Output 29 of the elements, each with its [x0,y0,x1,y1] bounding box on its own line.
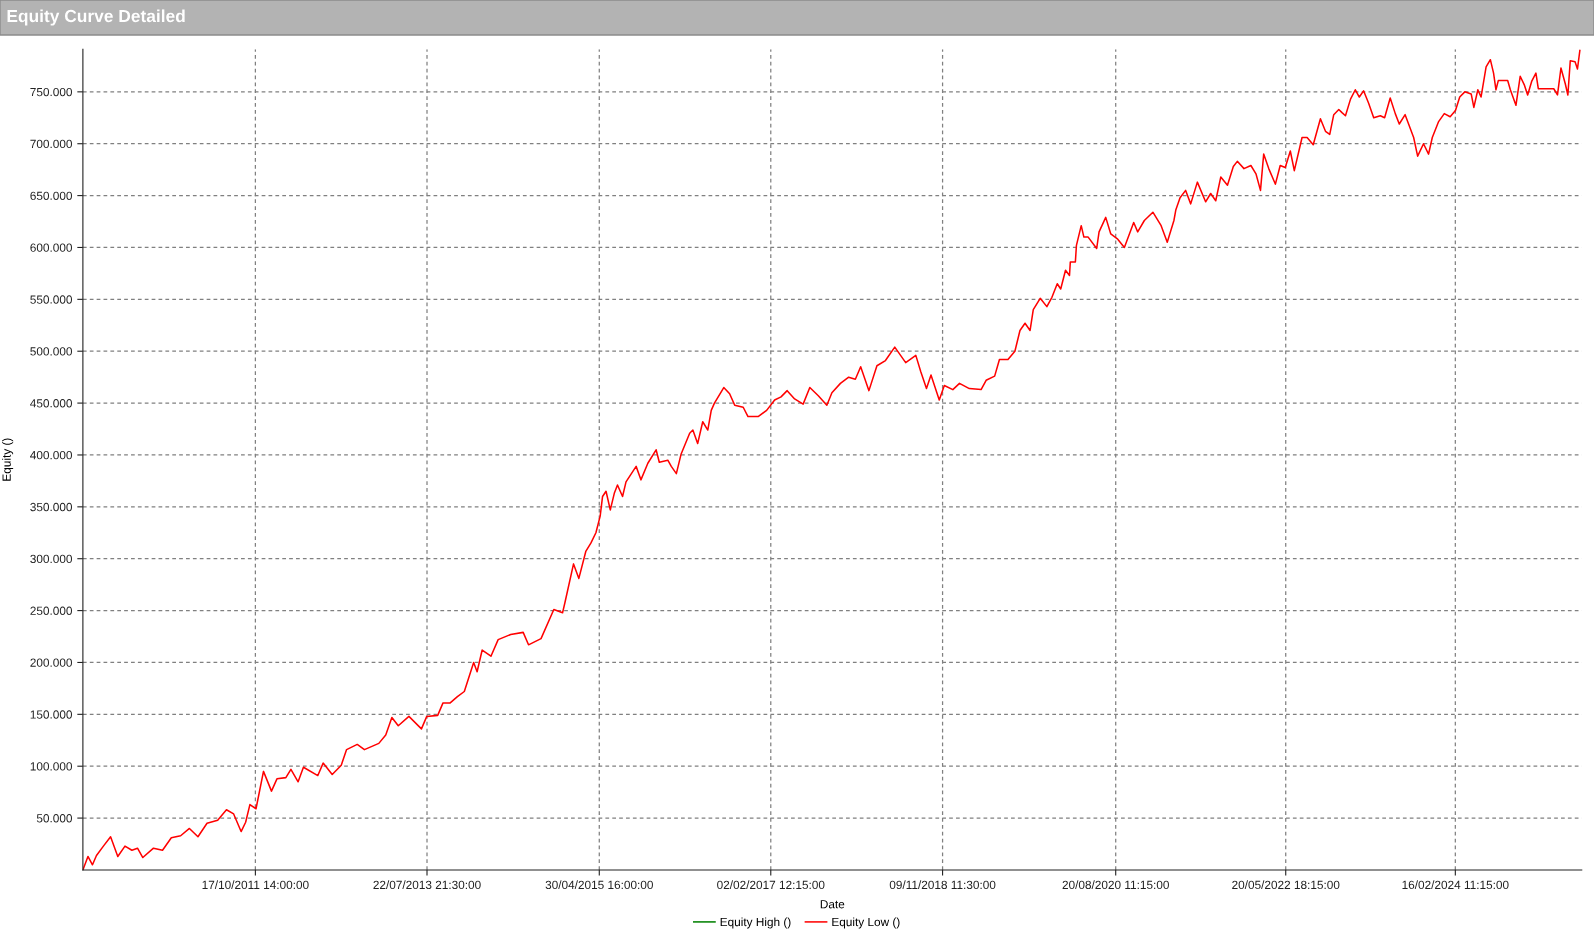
y-axis-title: Equity () [2,438,14,481]
y-tick-label: 550.000 [30,295,73,304]
y-tick-label: 700.000 [30,139,73,149]
legend-label: Equity High () [720,917,791,929]
chart-title: Equity Curve Detailed [7,9,185,26]
y-tick-label: 100.000 [30,762,73,771]
y-tick-label: 50.000 [36,814,73,823]
y-tick-label: 150.000 [30,710,73,719]
x-tick-label: 09/11/2018 11:30:00 [889,880,996,890]
y-tick-label: 350.000 [30,502,73,512]
line-series [82,49,1581,870]
legend-label: Equity Low () [832,917,900,929]
y-tick-label: 450.000 [30,399,73,408]
x-tick-label: 20/08/2020 11:15:00 [1062,880,1169,890]
x-tick-label: 22/07/2013 21:30:00 [373,880,481,890]
x-tick-label: 30/04/2015 16:00:00 [545,880,653,890]
x-tick-label: 17/10/2011 14:00:00 [202,880,309,890]
x-tick-label: 20/05/2022 18:15:00 [1232,880,1340,890]
y-tick-label: 600.000 [30,243,73,252]
y-tick-label: 250.000 [30,606,73,615]
y-tick-label: 300.000 [30,554,73,564]
y-tick-label: 400.000 [30,451,73,460]
x-axis-title: Date [820,900,845,909]
x-tick-label: 16/02/2024 11:15:00 [1402,880,1509,890]
y-tick-label: 500.000 [30,347,73,356]
x-tick-label: 02/02/2017 12:15:00 [717,880,825,890]
y-tick-label: 200.000 [30,658,73,667]
y-tick-label: 650.000 [30,191,73,200]
y-tick-label: 750.000 [30,87,73,97]
